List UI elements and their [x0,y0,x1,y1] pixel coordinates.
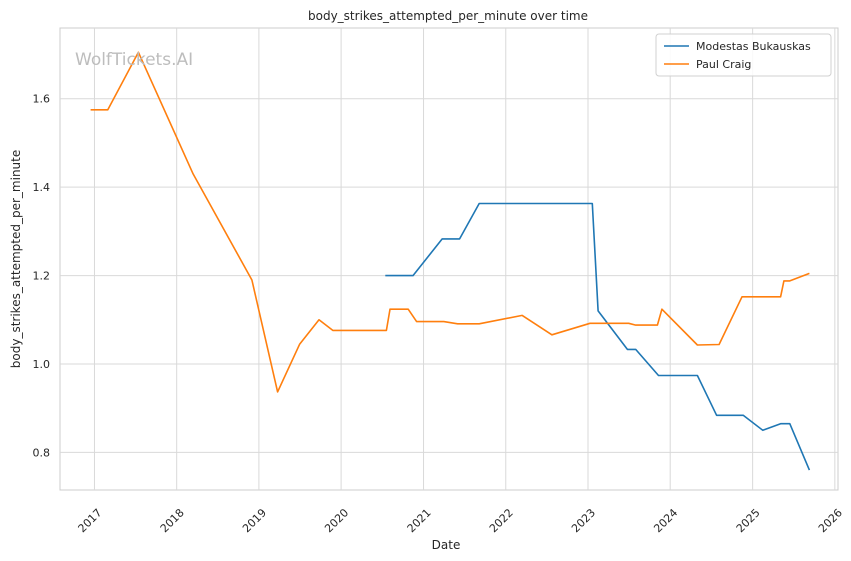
watermark: WolfTickets.AI [75,50,193,70]
x-tick-label: 2025 [734,506,763,535]
series-line-paul-craig [90,51,810,393]
legend-label-modestas-bukauskas: Modestas Bukauskas [696,40,811,53]
x-axis-label: Date [432,538,461,552]
x-axis-ticks: 2017 2018 2019 2020 2021 2022 2023 2024 2025 2026 [76,506,845,535]
x-tick-label: 2017 [76,506,105,535]
y-tick-label: 1.0 [33,358,51,371]
legend-box [655,33,832,77]
x-tick-label: 2022 [487,506,516,535]
legend-label-paul-craig: Paul Craig [696,58,751,71]
chart-title: body_strikes_attempted_per_minute over t… [308,9,588,23]
grid [60,28,838,490]
series-line-modestas-bukauskas [385,202,811,471]
x-tick-label: 2018 [158,506,187,535]
y-tick-label: 1.4 [33,181,51,194]
legend: Modestas Bukauskas Paul Craig [655,33,832,77]
y-tick-label: 1.6 [33,93,51,106]
x-tick-label: 2020 [322,506,351,535]
y-axis-ticks: 0.8 1.0 1.2 1.4 1.6 [33,93,51,460]
x-tick-label: 2019 [240,506,269,535]
y-tick-label: 0.8 [33,446,51,459]
series-layer [90,51,811,471]
plot-area [59,27,839,491]
y-tick-label: 1.2 [33,270,51,283]
x-tick-label: 2023 [569,506,598,535]
x-tick-label: 2021 [405,506,434,535]
y-axis-label: body_strikes_attempted_per_minute [9,150,23,368]
x-tick-label: 2024 [651,506,680,535]
x-tick-label: 2026 [816,506,845,535]
